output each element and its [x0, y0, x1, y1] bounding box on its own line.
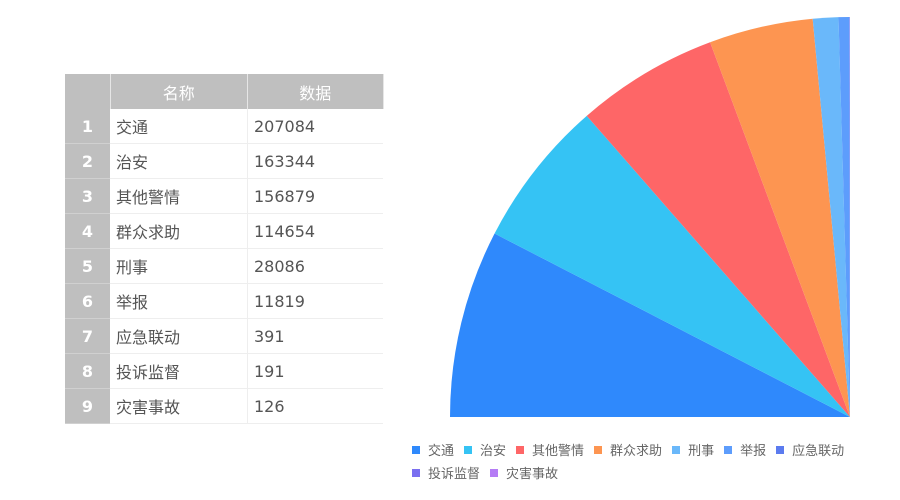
row-index: 2: [65, 143, 110, 179]
legend-item[interactable]: 群众求助: [594, 440, 662, 463]
pie-slice-刑事[interactable]: [812, 17, 850, 418]
legend-item[interactable]: 刑事: [672, 440, 714, 463]
row-index: 7: [65, 318, 110, 354]
legend: 交通 治安 其他警情 群众求助 刑事 举报 应急联动投诉监督 灾害事故: [412, 440, 892, 486]
row-index: 3: [65, 178, 110, 214]
row-name: 其他警情: [110, 178, 248, 214]
data-table: 名称 数据 1 交通 207084 2 治安 163344 3 其他警情 156879 4 群众求助…: [65, 74, 384, 424]
legend-item[interactable]: 灾害事故: [490, 463, 558, 486]
row-name: 应急联动: [110, 318, 248, 354]
index-header: [65, 74, 111, 109]
row-name: 举报: [110, 283, 248, 319]
legend-swatch: [490, 469, 499, 477]
pie-slice-交通[interactable]: [450, 233, 850, 417]
row-name: 治安: [110, 143, 248, 179]
row-name: 投诉监督: [110, 353, 248, 389]
row-value: 191: [247, 353, 383, 389]
row-name: 刑事: [110, 248, 248, 284]
table-row: 2 治安 163344: [65, 143, 383, 179]
legend-label: 刑事: [688, 444, 715, 459]
table-row: 4 群众求助 114654: [65, 213, 383, 249]
legend-item[interactable]: 交通: [412, 440, 454, 463]
row-name: 交通: [110, 109, 248, 144]
row-value: 114654: [247, 213, 383, 249]
row-value: 163344: [247, 143, 383, 179]
row-value: 207084: [247, 109, 383, 144]
table-row: 9 灾害事故 126: [65, 388, 383, 424]
legend-swatch: [594, 446, 603, 454]
table-row: 5 刑事 28086: [65, 248, 383, 284]
pie-slice-治安[interactable]: [494, 115, 850, 418]
legend-swatch: [776, 446, 785, 454]
row-name: 群众求助: [110, 213, 248, 249]
legend-label: 举报: [740, 444, 767, 459]
legend-item[interactable]: 治安: [464, 440, 506, 463]
legend-item[interactable]: 投诉监督: [412, 463, 480, 486]
table-row: 1 交通 207084: [65, 109, 383, 144]
legend-label: 其他警情: [532, 444, 585, 459]
legend-label: 投诉监督: [428, 467, 481, 482]
legend-item[interactable]: 其他警情: [516, 440, 584, 463]
name-header: 名称: [110, 74, 248, 109]
row-index: 4: [65, 213, 110, 249]
row-index: 5: [65, 248, 110, 284]
table-row: 3 其他警情 156879: [65, 178, 383, 214]
row-value: 391: [247, 318, 383, 354]
pie-slice-群众求助[interactable]: [710, 18, 850, 417]
legend-label: 群众求助: [610, 444, 663, 459]
row-index: 1: [65, 109, 110, 144]
row-value: 126: [247, 388, 383, 424]
legend-label: 交通: [428, 444, 455, 459]
table-row: 7 应急联动 391: [65, 318, 383, 354]
pie-slice-举报[interactable]: [838, 17, 850, 418]
pie-slice-应急联动[interactable]: [849, 17, 850, 417]
table-row: 8 投诉监督 191: [65, 353, 383, 389]
legend-item[interactable]: 举报: [724, 440, 766, 463]
legend-swatch: [672, 446, 681, 454]
legend-label: 灾害事故: [506, 467, 559, 482]
legend-item[interactable]: 应急联动: [776, 440, 844, 463]
row-index: 9: [65, 388, 110, 424]
row-value: 11819: [247, 283, 383, 319]
row-name: 灾害事故: [110, 388, 248, 424]
legend-swatch: [412, 446, 420, 454]
legend-swatch: [724, 446, 733, 454]
value-header: 数据: [247, 74, 384, 109]
table-row: 6 举报 11819: [65, 283, 383, 319]
legend-swatch: [412, 469, 420, 477]
legend-swatch: [464, 446, 473, 454]
legend-label: 应急联动: [792, 444, 845, 459]
row-value: 28086: [247, 248, 383, 284]
legend-swatch: [516, 446, 525, 454]
pie-slice-其他警情[interactable]: [586, 42, 850, 418]
row-index: 8: [65, 353, 110, 389]
legend-label: 治安: [480, 444, 507, 459]
row-index: 6: [65, 283, 110, 319]
row-value: 156879: [247, 178, 383, 214]
